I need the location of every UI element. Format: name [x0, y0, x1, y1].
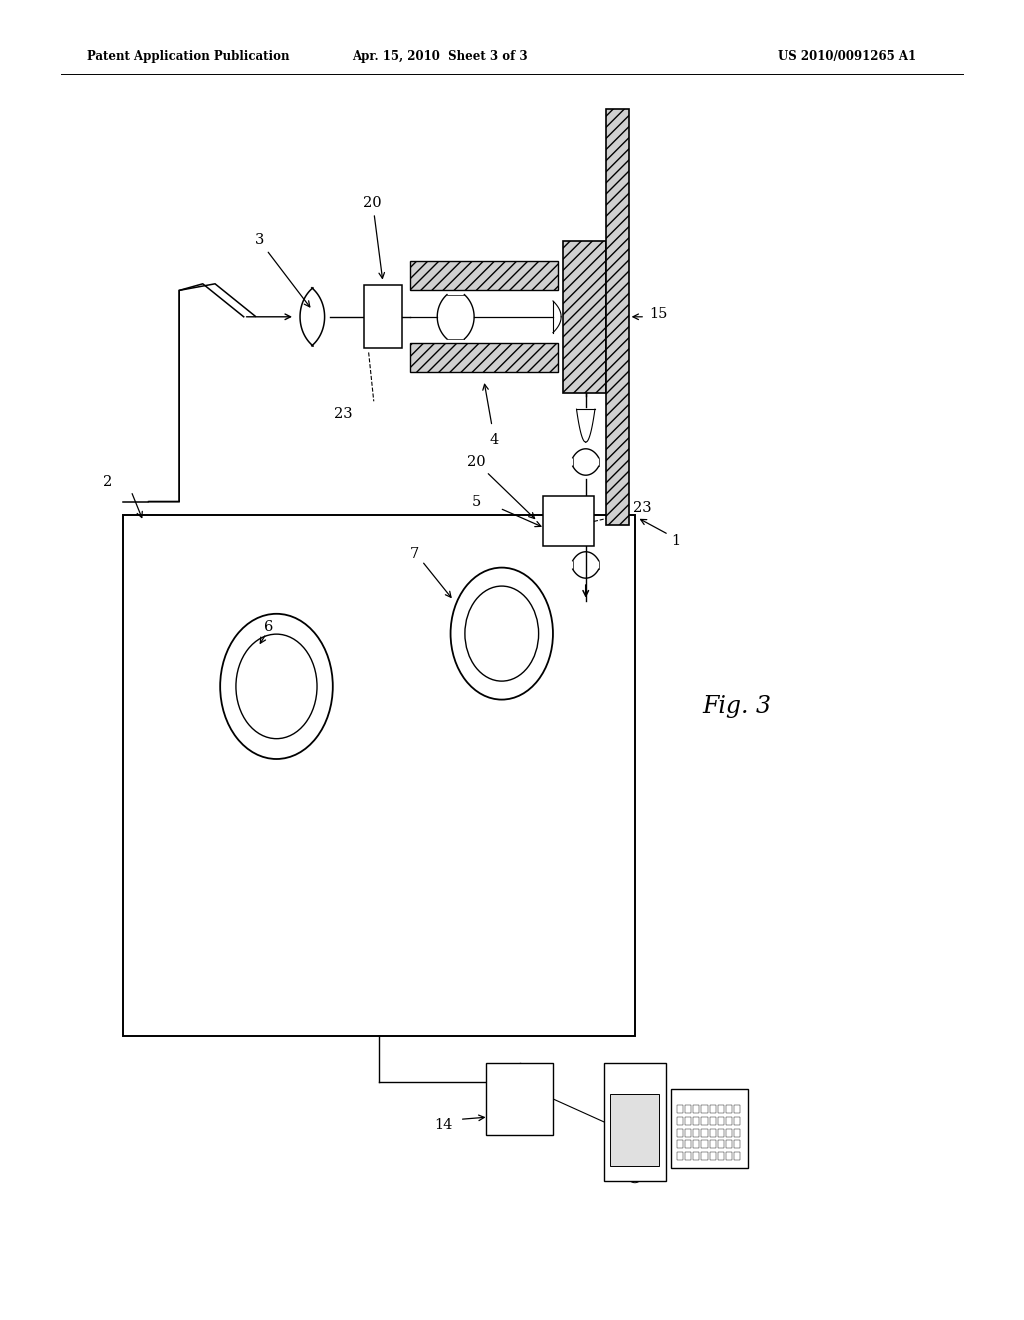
Bar	[718, 1152, 724, 1160]
Bar	[701, 1129, 708, 1137]
Bar	[726, 1117, 732, 1125]
Bar	[734, 1129, 740, 1137]
Bar	[701, 1105, 708, 1113]
Text: 20: 20	[467, 455, 535, 519]
Bar	[685, 1152, 691, 1160]
Bar	[734, 1117, 740, 1125]
Bar	[693, 1117, 699, 1125]
Text: 5: 5	[471, 495, 481, 508]
Bar	[701, 1117, 708, 1125]
Bar	[726, 1129, 732, 1137]
Bar	[677, 1117, 683, 1125]
Bar	[701, 1140, 708, 1148]
Text: 7: 7	[410, 548, 420, 561]
Bar	[685, 1140, 691, 1148]
Bar	[734, 1152, 740, 1160]
Text: 20: 20	[364, 197, 384, 279]
Bar	[671, 1089, 748, 1168]
Bar	[701, 1152, 708, 1160]
Bar	[726, 1105, 732, 1113]
Bar	[718, 1117, 724, 1125]
Bar	[677, 1152, 683, 1160]
Bar	[734, 1140, 740, 1148]
Text: 2: 2	[102, 475, 113, 488]
Bar	[718, 1105, 724, 1113]
Bar	[685, 1129, 691, 1137]
Text: Fig. 3: Fig. 3	[702, 694, 772, 718]
Bar	[604, 1063, 666, 1181]
Text: 6: 6	[263, 620, 273, 634]
Bar	[710, 1129, 716, 1137]
Text: 4: 4	[489, 433, 499, 446]
Bar	[693, 1129, 699, 1137]
Text: Patent Application Publication: Patent Application Publication	[87, 50, 290, 63]
Text: 3: 3	[254, 234, 310, 306]
Bar	[718, 1129, 724, 1137]
Bar	[563, 240, 606, 393]
Bar	[364, 285, 402, 348]
Bar	[710, 1117, 716, 1125]
Bar	[685, 1117, 691, 1125]
Text: 23: 23	[334, 408, 352, 421]
Bar	[718, 1140, 724, 1148]
Bar	[677, 1140, 683, 1148]
Bar	[543, 496, 594, 546]
Bar	[726, 1140, 732, 1148]
Bar	[486, 1063, 553, 1135]
Text: 15: 15	[649, 308, 668, 321]
Bar	[693, 1152, 699, 1160]
Bar	[693, 1140, 699, 1148]
Bar	[710, 1105, 716, 1113]
Bar	[606, 110, 629, 524]
Text: 23: 23	[633, 502, 651, 515]
Bar	[710, 1152, 716, 1160]
Bar	[123, 515, 635, 1036]
Text: 14: 14	[434, 1118, 453, 1131]
Bar	[734, 1105, 740, 1113]
Text: Apr. 15, 2010  Sheet 3 of 3: Apr. 15, 2010 Sheet 3 of 3	[352, 50, 528, 63]
Bar	[677, 1105, 683, 1113]
Bar	[710, 1140, 716, 1148]
Bar	[410, 261, 558, 290]
Bar	[693, 1105, 699, 1113]
Bar	[610, 1094, 659, 1166]
Text: 1: 1	[672, 535, 680, 548]
Bar	[726, 1152, 732, 1160]
Bar	[677, 1129, 683, 1137]
Bar	[685, 1105, 691, 1113]
Bar	[410, 343, 558, 372]
Text: US 2010/0091265 A1: US 2010/0091265 A1	[778, 50, 916, 63]
